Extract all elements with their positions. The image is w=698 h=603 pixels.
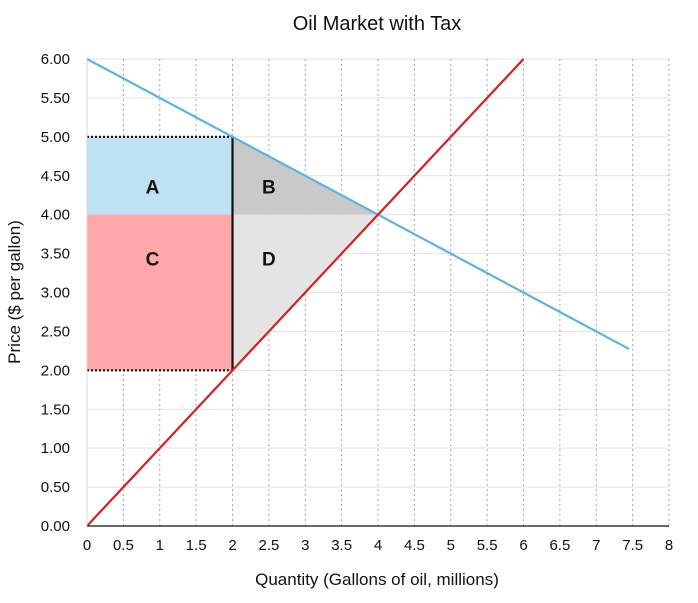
- x-tick-label: 2: [228, 537, 236, 554]
- region-label-a: A: [146, 178, 160, 199]
- series-line: [86, 58, 525, 527]
- y-tick-label: 4.00: [41, 207, 70, 224]
- x-tick-label: 3: [301, 537, 309, 554]
- region-a: [87, 136, 233, 215]
- y-tick-label: 2.50: [41, 323, 70, 340]
- x-tick-label: 1: [156, 537, 164, 554]
- y-tick-label: 6.00: [41, 51, 70, 68]
- x-tick-label: 3.5: [331, 537, 352, 554]
- x-tick-label: 2.5: [258, 537, 279, 554]
- series-line: [86, 58, 630, 350]
- y-tick-label: 4.50: [41, 168, 70, 185]
- region-c: [87, 214, 233, 371]
- x-tick-label: 8: [665, 537, 673, 554]
- x-tick-label: 4.5: [404, 537, 425, 554]
- y-axis-label: Price ($ per gallon): [5, 220, 24, 364]
- y-tick-label: 0.50: [41, 479, 70, 496]
- x-tick-label: 7: [592, 537, 600, 554]
- region-label-d: D: [262, 249, 276, 270]
- x-tick-label: 7.5: [622, 537, 643, 554]
- region-label-b: B: [262, 178, 276, 199]
- x-tick-label: 1.5: [186, 537, 207, 554]
- y-tick-label: 1.50: [41, 401, 70, 418]
- x-tick-label: 0.5: [113, 537, 134, 554]
- x-tick-label: 6.5: [549, 537, 570, 554]
- y-tick-label: 2.00: [41, 362, 70, 379]
- reference-lines: [87, 135, 234, 372]
- y-tick-label: 1.00: [41, 440, 70, 457]
- y-tick-label: 3.00: [41, 285, 70, 302]
- x-axis-label: Quantity (Gallons of oil, millions): [255, 570, 499, 589]
- y-tick-label: 5.50: [41, 90, 70, 107]
- x-tick-label: 0: [83, 537, 91, 554]
- region-label-c: C: [146, 249, 160, 270]
- axes: 0.000.501.001.502.002.503.003.504.004.50…: [41, 51, 673, 554]
- chart-title: Oil Market with Tax: [293, 13, 462, 35]
- x-tick-label: 4: [374, 537, 382, 554]
- x-tick-label: 6: [519, 537, 527, 554]
- x-tick-label: 5.5: [477, 537, 498, 554]
- x-tick-label: 5: [447, 537, 455, 554]
- curves: [86, 58, 630, 527]
- region-labels: A B C D: [146, 178, 276, 271]
- y-tick-label: 3.50: [41, 246, 70, 263]
- y-tick-label: 0.00: [41, 518, 70, 535]
- y-tick-label: 5.00: [41, 129, 70, 146]
